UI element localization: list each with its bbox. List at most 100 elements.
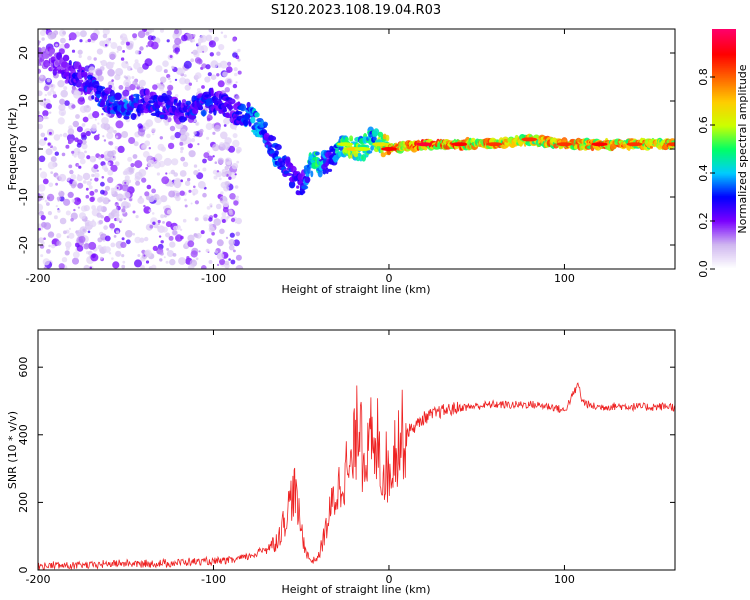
spectrogram-noise-point: [97, 244, 102, 250]
spectrogram-noise-point: [168, 181, 174, 187]
spectrogram-noise-point: [98, 219, 104, 225]
spectrogram-noise-point: [65, 210, 71, 216]
colorbar-band: [712, 155, 736, 158]
spectrogram-noise-point: [187, 143, 193, 149]
spectrogram-noise-point: [174, 37, 182, 46]
spectrogram-noise-point: [144, 58, 153, 67]
spectrogram-ridge-point: [133, 113, 137, 118]
spectrogram-noise-point: [133, 141, 139, 147]
spectrogram-noise-point: [48, 131, 52, 135]
colorbar-band: [712, 217, 736, 220]
colorbar-band: [712, 251, 736, 254]
spectrogram-noise-point: [71, 49, 76, 53]
spectrogram-ridge-core: [372, 142, 389, 147]
spectrogram-noise-point: [118, 85, 124, 90]
spectrogram-noise-point: [232, 139, 240, 148]
spectrogram-noise-point: [215, 203, 222, 210]
spectrogram-noise-point: [130, 163, 135, 168]
spectrogram-noise-point: [193, 131, 197, 135]
spectrogram-ridge-point: [262, 121, 268, 127]
colorbar-band: [712, 167, 736, 170]
colorbar-band: [712, 67, 736, 70]
spectrogram-ridge-point: [373, 128, 380, 136]
spectrogram-ridge-point: [301, 185, 309, 190]
spectrogram-noise-point: [77, 164, 80, 166]
spectrogram-noise-point: [137, 128, 146, 137]
spectrogram-noise-point: [65, 250, 70, 255]
spectrogram-noise-point: [88, 250, 93, 256]
spectrogram-noise-point: [161, 176, 170, 185]
spectrogram-noise-point: [232, 133, 238, 139]
spectrogram-noise-point: [120, 241, 127, 248]
spectrogram-ridge-point: [233, 103, 239, 111]
snr-x-ticks: -200 -100 0 100: [26, 330, 575, 586]
spectrogram-noise-point: [137, 123, 143, 129]
spectrogram-noise-point: [82, 116, 89, 123]
spectrogram-noise-point: [39, 30, 46, 36]
spectrogram-noise-point: [218, 177, 222, 181]
spectrogram-noise-point: [145, 166, 149, 170]
colorbar-band: [712, 231, 736, 234]
spectrogram-noise-point: [119, 198, 123, 202]
spectrogram-noise-point: [116, 45, 123, 51]
spectrogram-noise-point: [237, 58, 241, 62]
spectrogram-noise-point: [88, 66, 96, 74]
colorbar-gradient: [712, 29, 736, 270]
spectrogram-noise-point: [152, 133, 155, 136]
colorbar-band: [712, 169, 736, 172]
spectrogram-noise-point: [47, 31, 56, 40]
snr-y-ticks: 0 200 400 600: [17, 357, 675, 574]
spectrogram-ridge-point: [344, 136, 349, 142]
spectrogram-noise-point: [114, 146, 119, 150]
spectrogram-ridge-point: [325, 167, 329, 174]
spectrogram-noise-point: [96, 169, 99, 172]
colorbar-band: [712, 49, 736, 52]
spectrogram-noise-point: [49, 83, 56, 90]
spectrogram-noise-point: [170, 169, 176, 175]
spectrogram-noise-point: [48, 182, 54, 188]
spectrogram-noise-point: [125, 61, 128, 64]
spectrogram-noise-point: [146, 133, 151, 139]
colorbar-band: [712, 55, 736, 58]
spectrogram-noise-point: [235, 231, 241, 237]
spectrogram-noise-point: [220, 131, 228, 140]
spectrogram-noise-point: [203, 152, 210, 159]
spectrogram-noise-point: [73, 154, 77, 158]
spectrogram-ridge: [38, 39, 675, 196]
spectrogram-noise-point: [127, 156, 133, 162]
spectrogram-noise-point: [212, 155, 215, 158]
colorbar-band: [712, 185, 736, 188]
spectrogram-noise-point: [206, 206, 211, 210]
spectrogram-noise-point: [100, 189, 105, 195]
spectrogram-ridge-point: [315, 151, 320, 156]
spectrogram-noise-point: [190, 250, 198, 258]
spectrogram-noise-point: [58, 173, 67, 182]
spectrogram-noise-point: [121, 264, 126, 269]
colorbar-tick-label: 0.2: [697, 212, 710, 230]
spectrogram-noise-point: [210, 205, 213, 208]
spectrogram-noise-point: [38, 155, 46, 163]
spectrogram-noise-point: [86, 155, 91, 160]
spectrogram-noise-point: [143, 206, 151, 214]
colorbar-band: [712, 35, 736, 38]
spectrogram-noise-point: [50, 88, 54, 93]
spectrogram-noise-point: [222, 141, 231, 150]
colorbar-band: [712, 87, 736, 90]
spectrogram-noise-point: [121, 208, 126, 213]
spectrogram-noise-point: [145, 45, 149, 48]
spectrogram-noise-point: [127, 179, 132, 184]
spectrogram-noise-point: [46, 202, 50, 206]
spectrogram-noise-point: [201, 85, 205, 89]
colorbar-band: [712, 127, 736, 130]
spectrogram-noise-point: [219, 258, 226, 265]
spectrogram-noise-point: [119, 220, 122, 224]
spectrogram-noise-point: [79, 39, 83, 43]
spectrogram-noise-point: [50, 171, 54, 175]
spectrogram-noise-point: [40, 132, 46, 138]
spectrogram-noise-point: [151, 264, 157, 269]
spectrogram-noise-point: [151, 212, 155, 215]
spectrogram-noise-point: [47, 91, 52, 96]
spectrogram-noise-point: [160, 240, 164, 244]
spectrogram-noise-point: [109, 41, 112, 44]
colorbar-band: [712, 261, 736, 264]
